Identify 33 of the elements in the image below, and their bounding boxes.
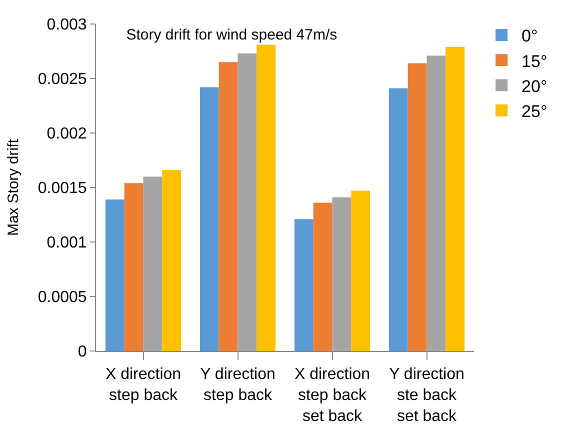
bar <box>256 44 276 351</box>
bar <box>124 183 144 351</box>
legend-label: 0° <box>522 26 538 46</box>
x-tick-label: X direction step back <box>105 366 182 404</box>
bar <box>388 88 408 351</box>
bar <box>162 170 182 351</box>
y-tick-label: 0.0025 <box>38 71 87 88</box>
y-tick-label: 0.0015 <box>38 180 87 198</box>
y-tick-label: 0 <box>78 344 87 361</box>
legend-label: 25° <box>522 102 548 121</box>
legend-label: 15° <box>522 52 548 71</box>
x-tick-label: X direction step back set back <box>294 366 370 425</box>
bar <box>446 46 465 351</box>
y-tick-label: 0.001 <box>46 234 87 252</box>
bar <box>351 190 370 351</box>
y-tick-label: 0.0005 <box>38 289 87 306</box>
legend-label: 20° <box>522 76 548 96</box>
bar <box>238 53 257 351</box>
bar <box>294 219 314 351</box>
x-tick-label: Y direction ste back set back <box>389 366 464 425</box>
y-tick-label: 0.002 <box>46 126 87 143</box>
bar <box>332 197 352 351</box>
bar <box>408 63 427 351</box>
y-axis-title: Max Story drift <box>5 138 22 236</box>
bar <box>426 56 446 351</box>
bar <box>105 199 124 351</box>
chart-title: Story drift for wind speed 47m/s <box>126 26 338 44</box>
bar <box>313 202 332 351</box>
y-tick-label: 0.003 <box>46 16 87 34</box>
bar <box>143 176 162 351</box>
x-tick-label: Y direction step back <box>200 366 276 404</box>
bar <box>200 87 219 351</box>
bar <box>218 62 238 351</box>
